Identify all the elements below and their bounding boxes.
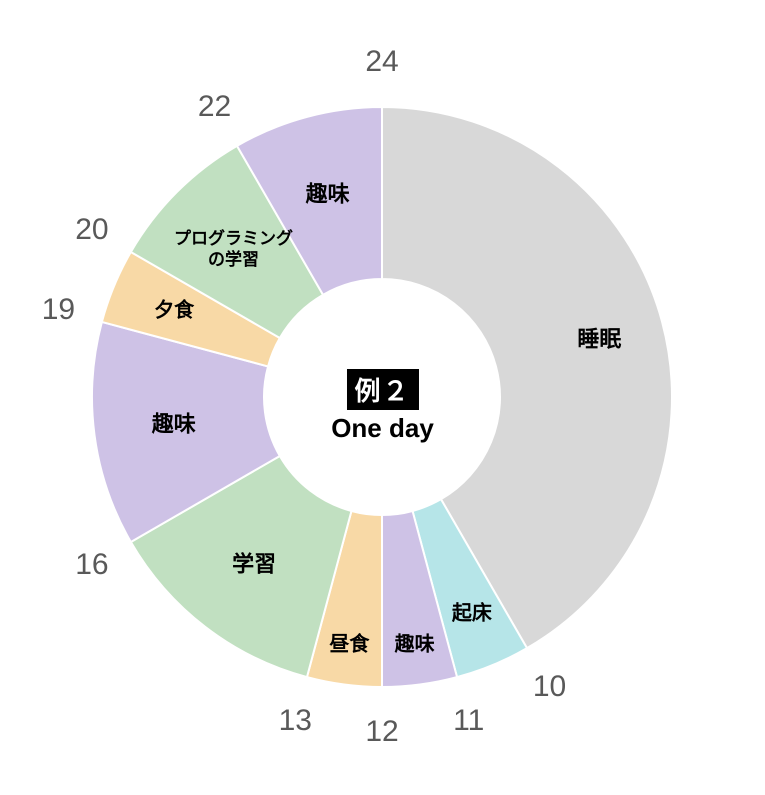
hour-label-19: 19 [42,293,75,327]
slice-label-6: 夕食 [154,298,194,323]
hour-label-10: 10 [533,670,566,704]
slice-label-0: 睡眠 [577,325,621,353]
hour-label-16: 16 [75,548,108,582]
slice-label-8: 趣味 [306,180,350,208]
center-subtitle: One day [331,413,434,444]
slice-label-1: 起床 [452,602,492,627]
slice-label-3: 昼食 [329,632,369,657]
hour-label-11: 11 [453,704,484,738]
hour-label-12: 12 [365,715,398,749]
hour-label-13: 13 [279,704,312,738]
hour-label-20: 20 [75,213,108,247]
hour-label-24: 24 [365,45,398,79]
slice-label-2: 趣味 [395,632,435,657]
center-badge: 例２ [346,369,418,410]
slice-label-4: 学習 [232,550,276,578]
hour-label-22: 22 [198,90,231,124]
slice-label-5: 趣味 [152,411,196,439]
slice-label-7: プログラミング の学習 [174,227,293,270]
daily-schedule-donut-chart: 例２ One day 睡眠起床趣味昼食学習趣味夕食プログラミング の学習趣味24… [0,0,765,795]
